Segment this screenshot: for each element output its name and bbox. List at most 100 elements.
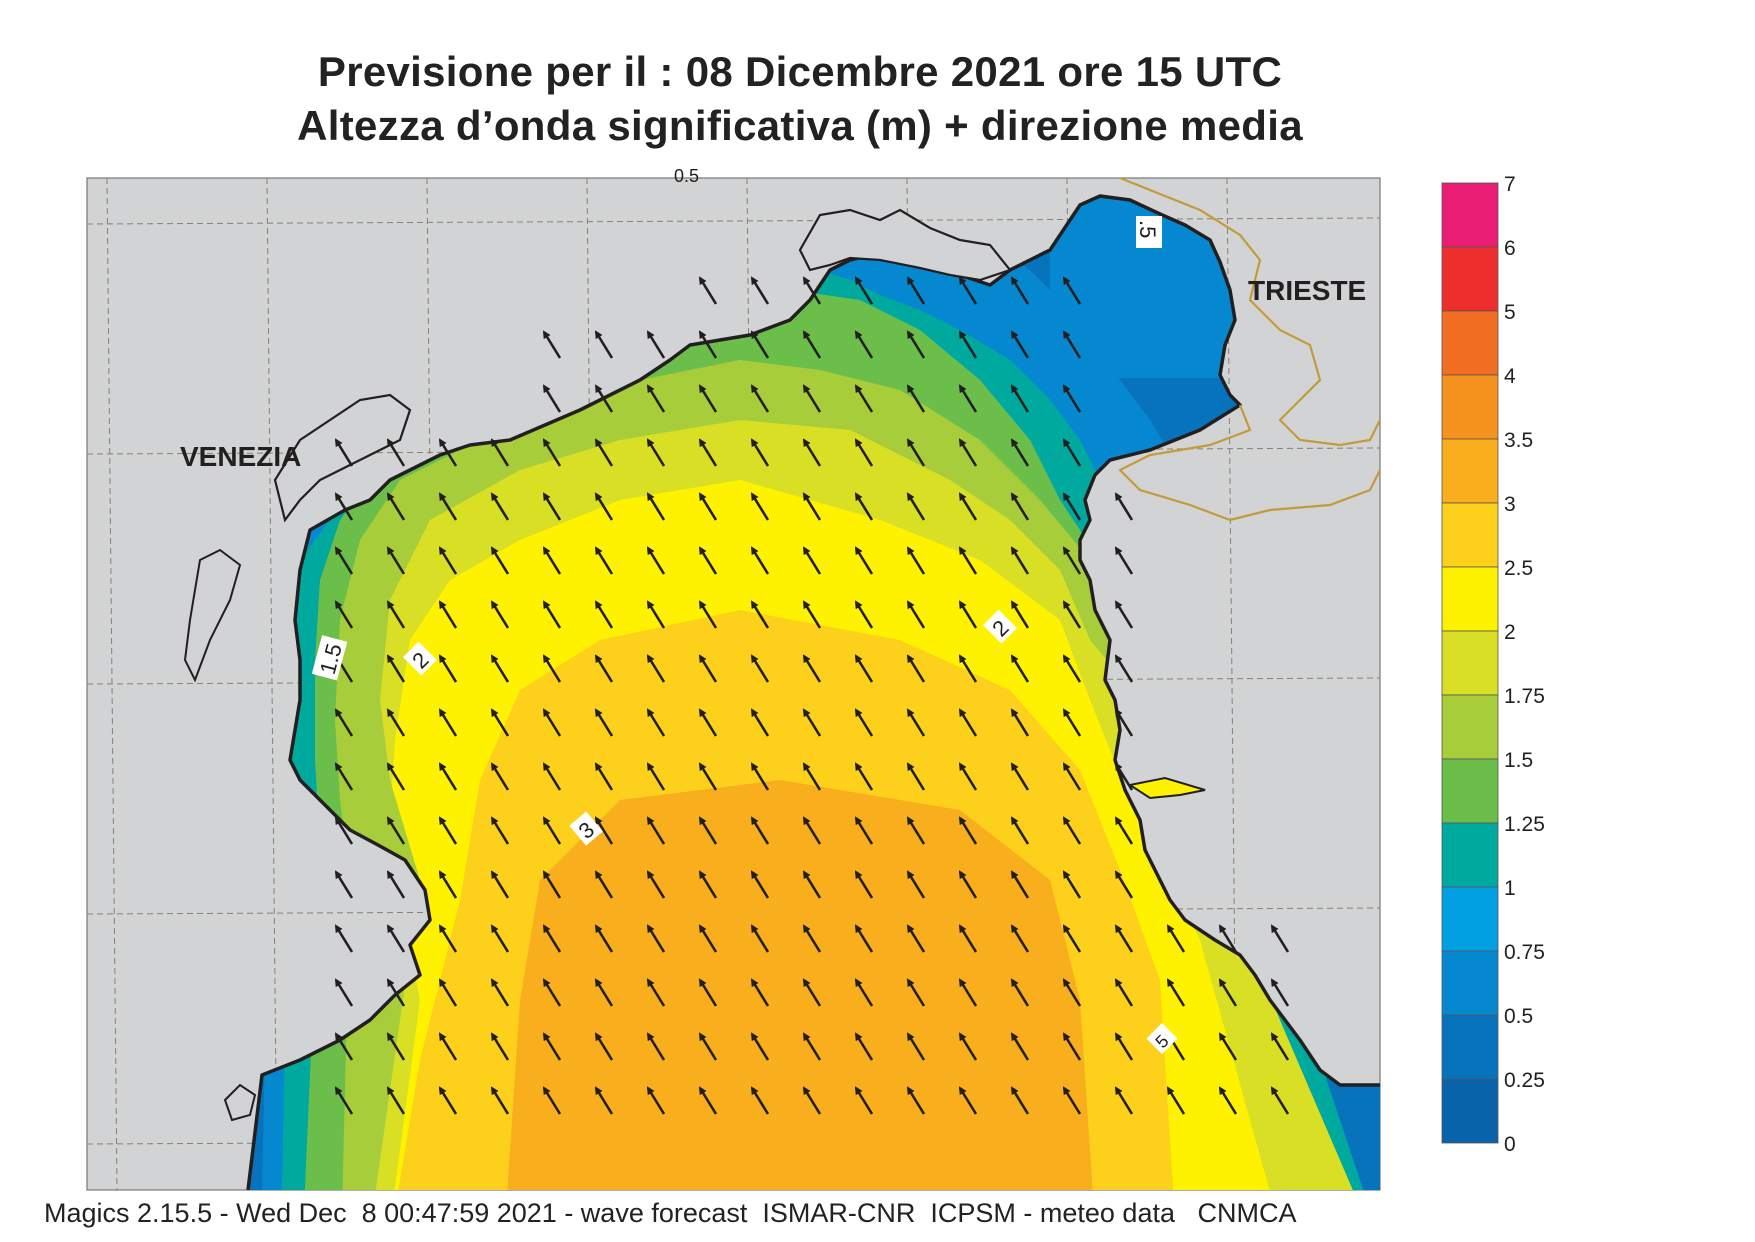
direction-arrow: [958, 276, 978, 305]
direction-arrow: [802, 546, 822, 575]
direction-arrow: [1062, 816, 1082, 845]
direction-arrow: [646, 978, 666, 1007]
direction-arrow: [854, 438, 874, 467]
direction-arrow: [854, 492, 874, 521]
direction-arrow: [334, 546, 354, 575]
direction-arrow: [1166, 924, 1186, 953]
direction-arrow: [698, 708, 718, 737]
direction-arrow: [1010, 384, 1030, 413]
direction-arrow: [854, 600, 874, 629]
legend-tick-label: 1.75: [1504, 685, 1545, 708]
direction-arrow: [802, 384, 822, 413]
direction-arrow: [386, 816, 406, 845]
direction-arrow: [1062, 492, 1082, 521]
direction-arrow: [594, 762, 614, 791]
direction-arrow: [594, 654, 614, 683]
legend-swatch: [1441, 694, 1499, 760]
direction-arrow: [1114, 762, 1134, 791]
direction-arrow: [1114, 870, 1134, 899]
direction-arrow: [750, 438, 770, 467]
legend-swatch: [1441, 758, 1499, 824]
direction-arrow: [750, 384, 770, 413]
direction-arrow: [490, 1032, 510, 1061]
direction-arrow: [854, 654, 874, 683]
direction-arrow: [698, 438, 718, 467]
direction-arrow: [750, 546, 770, 575]
direction-arrow: [542, 816, 562, 845]
legend-swatch: [1441, 630, 1499, 696]
direction-arrow: [542, 1032, 562, 1061]
direction-arrow: [646, 330, 666, 359]
direction-arrow: [750, 978, 770, 1007]
direction-arrow: [594, 438, 614, 467]
direction-arrow: [542, 708, 562, 737]
direction-arrow: [542, 330, 562, 359]
direction-arrow: [594, 978, 614, 1007]
legend-swatch: [1441, 310, 1499, 376]
direction-arrow: [542, 492, 562, 521]
direction-arrow: [386, 1032, 406, 1061]
direction-arrow: [334, 708, 354, 737]
direction-arrow: [698, 1086, 718, 1115]
direction-arrow: [1270, 924, 1290, 953]
direction-arrow: [542, 870, 562, 899]
legend-tick-label: 1.25: [1504, 813, 1545, 836]
direction-arrow: [1010, 600, 1030, 629]
direction-arrow: [1218, 978, 1238, 1007]
direction-arrow: [750, 1086, 770, 1115]
direction-arrow: [906, 924, 926, 953]
meridian-line: [106, 178, 118, 1190]
direction-arrow: [802, 978, 822, 1007]
direction-arrow: [1270, 1086, 1290, 1115]
direction-arrow: [1010, 654, 1030, 683]
direction-arrow: [1010, 492, 1030, 521]
direction-arrow: [646, 1032, 666, 1061]
direction-arrow: [646, 816, 666, 845]
venice-lagoon: [273, 393, 412, 523]
direction-arrow: [1218, 924, 1238, 953]
direction-arrow: [490, 924, 510, 953]
direction-arrow: [854, 924, 874, 953]
lagoon-island: [223, 1083, 257, 1122]
national-border: [1119, 178, 1380, 447]
direction-arrow: [958, 870, 978, 899]
direction-arrow: [958, 438, 978, 467]
direction-arrow: [698, 978, 718, 1007]
direction-arrow: [646, 870, 666, 899]
direction-arrow: [1114, 600, 1134, 629]
direction-arrow: [1114, 816, 1134, 845]
direction-arrow: [1062, 438, 1082, 467]
direction-arrow: [438, 600, 458, 629]
direction-arrow: [490, 708, 510, 737]
grado-lagoon: [798, 208, 1012, 282]
direction-arrow: [594, 1086, 614, 1115]
direction-arrow: [854, 708, 874, 737]
direction-arrow: [438, 492, 458, 521]
direction-arrow: [1218, 1086, 1238, 1115]
direction-arrow: [542, 438, 562, 467]
direction-arrow: [958, 708, 978, 737]
direction-arrow: [334, 978, 354, 1007]
direction-arrow: [1062, 654, 1082, 683]
direction-arrow: [438, 816, 458, 845]
direction-arrow: [802, 1086, 822, 1115]
direction-arrow: [594, 924, 614, 953]
footer-credits: Magics 2.15.5 - Wed Dec 8 00:47:59 2021 …: [44, 1198, 1297, 1228]
direction-arrow: [906, 492, 926, 521]
direction-arrow: [386, 978, 406, 1007]
direction-arrow: [490, 978, 510, 1007]
direction-arrow: [854, 546, 874, 575]
direction-arrow: [1062, 870, 1082, 899]
direction-arrow: [386, 492, 406, 521]
direction-arrow: [594, 708, 614, 737]
parallel-line: [87, 907, 1380, 915]
direction-arrow: [1062, 708, 1082, 737]
direction-arrow: [750, 600, 770, 629]
direction-arrow: [958, 978, 978, 1007]
direction-arrow: [490, 546, 510, 575]
direction-arrow: [854, 978, 874, 1007]
direction-arrow: [490, 438, 510, 467]
direction-arrow: [802, 492, 822, 521]
direction-arrow: [542, 654, 562, 683]
wave-direction-arrows: [334, 276, 1290, 1115]
